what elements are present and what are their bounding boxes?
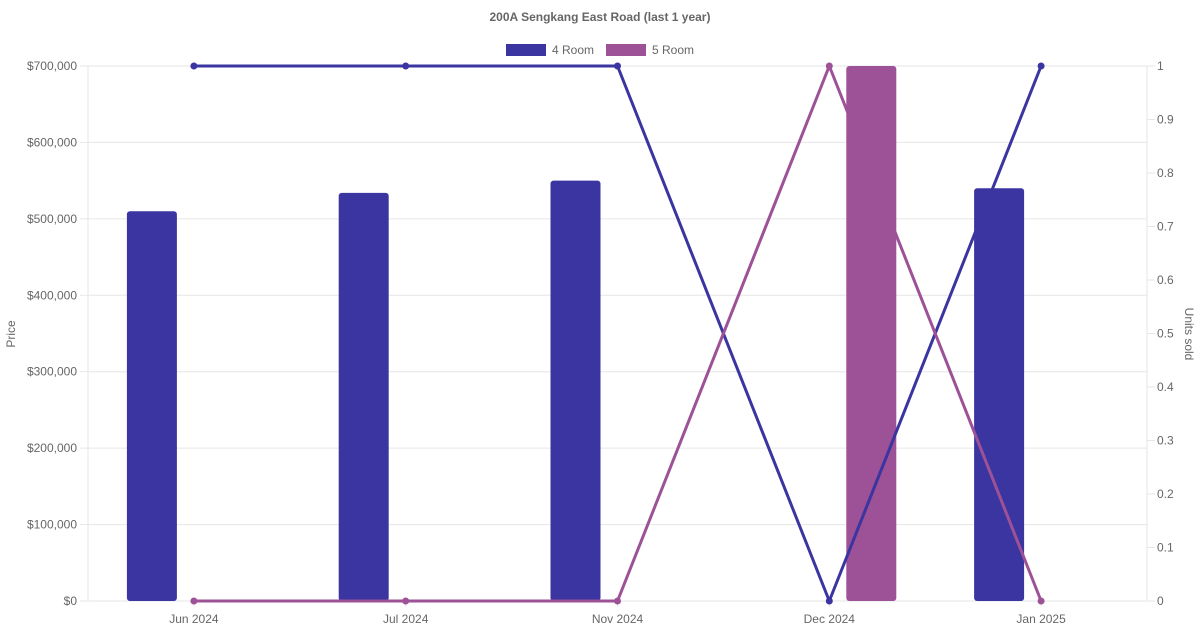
line-point[interactable] xyxy=(1037,62,1045,70)
x-tick-label: Jun 2024 xyxy=(169,612,219,626)
line-point[interactable] xyxy=(402,597,410,605)
left-y-tick-label: $600,000 xyxy=(27,135,77,149)
left-y-tick-label: $200,000 xyxy=(27,441,77,455)
left-y-tick-label: $300,000 xyxy=(27,365,77,379)
line-point[interactable] xyxy=(1037,597,1045,605)
x-tick-label: Jan 2025 xyxy=(1016,612,1066,626)
right-y-tick-label: 0.8 xyxy=(1157,166,1174,180)
line-point[interactable] xyxy=(402,62,410,70)
right-y-tick-label: 0.7 xyxy=(1157,220,1174,234)
chart-title: 200A Sengkang East Road (last 1 year) xyxy=(490,10,711,24)
legend-swatch xyxy=(606,44,646,56)
right-y-axis-ticks: 0 0.1 0.2 0.3 0.4 0.5 0.6 0.7 0.8 0.9 1 xyxy=(1147,59,1174,608)
right-y-tick-label: 0 xyxy=(1157,594,1164,608)
right-y-axis-title: Units sold xyxy=(1182,308,1196,361)
line-point[interactable] xyxy=(614,62,621,70)
lines xyxy=(190,62,1045,605)
bar-4-room[interactable] xyxy=(550,180,601,601)
legend-label: 5 Room xyxy=(652,43,694,57)
left-y-tick-label: $0 xyxy=(64,594,78,608)
line-5-room[interactable] xyxy=(193,64,1043,603)
right-y-tick-label: 0.2 xyxy=(1157,487,1174,501)
line-point[interactable] xyxy=(190,62,198,70)
bar-4-room[interactable] xyxy=(338,192,389,601)
line-point[interactable] xyxy=(614,597,621,605)
right-y-tick-label: 0.1 xyxy=(1157,541,1174,555)
x-tick-label: Jul 2024 xyxy=(383,612,429,626)
bars xyxy=(126,66,1025,602)
legend-swatch xyxy=(506,44,546,56)
left-y-axis-title: Price xyxy=(4,320,18,348)
legend: 4 Room 5 Room xyxy=(506,43,694,57)
right-y-tick-label: 1 xyxy=(1157,59,1164,73)
left-y-tick-label: $100,000 xyxy=(27,518,77,532)
line-4-room[interactable] xyxy=(193,64,1043,603)
left-y-tick-label: $700,000 xyxy=(27,59,77,73)
line-point[interactable] xyxy=(190,597,198,605)
left-y-tick-label: $500,000 xyxy=(27,212,77,226)
left-y-tick-label: $400,000 xyxy=(27,288,77,302)
right-y-tick-label: 0.6 xyxy=(1157,273,1174,287)
right-y-tick-label: 0.9 xyxy=(1157,113,1174,127)
line-point[interactable] xyxy=(825,597,833,605)
bar-4-room[interactable] xyxy=(974,188,1025,602)
bar-5-room[interactable] xyxy=(846,66,897,601)
right-y-tick-label: 0.3 xyxy=(1157,434,1174,448)
x-tick-label: Dec 2024 xyxy=(804,612,856,626)
x-tick-label: Nov 2024 xyxy=(592,612,644,626)
bar-4-room[interactable] xyxy=(126,211,177,601)
right-y-tick-label: 0.5 xyxy=(1157,327,1174,341)
line-point[interactable] xyxy=(825,62,833,70)
right-y-tick-label: 0.4 xyxy=(1157,380,1174,394)
legend-label: 4 Room xyxy=(552,43,594,57)
x-axis-ticks: Jun 2024 Jul 2024 Nov 2024 Dec 2024 Jan 2025 xyxy=(169,601,1066,626)
left-y-axis-ticks: $0 $100,000 $200,000 $300,000 $400,000 $500,0… xyxy=(27,59,77,608)
